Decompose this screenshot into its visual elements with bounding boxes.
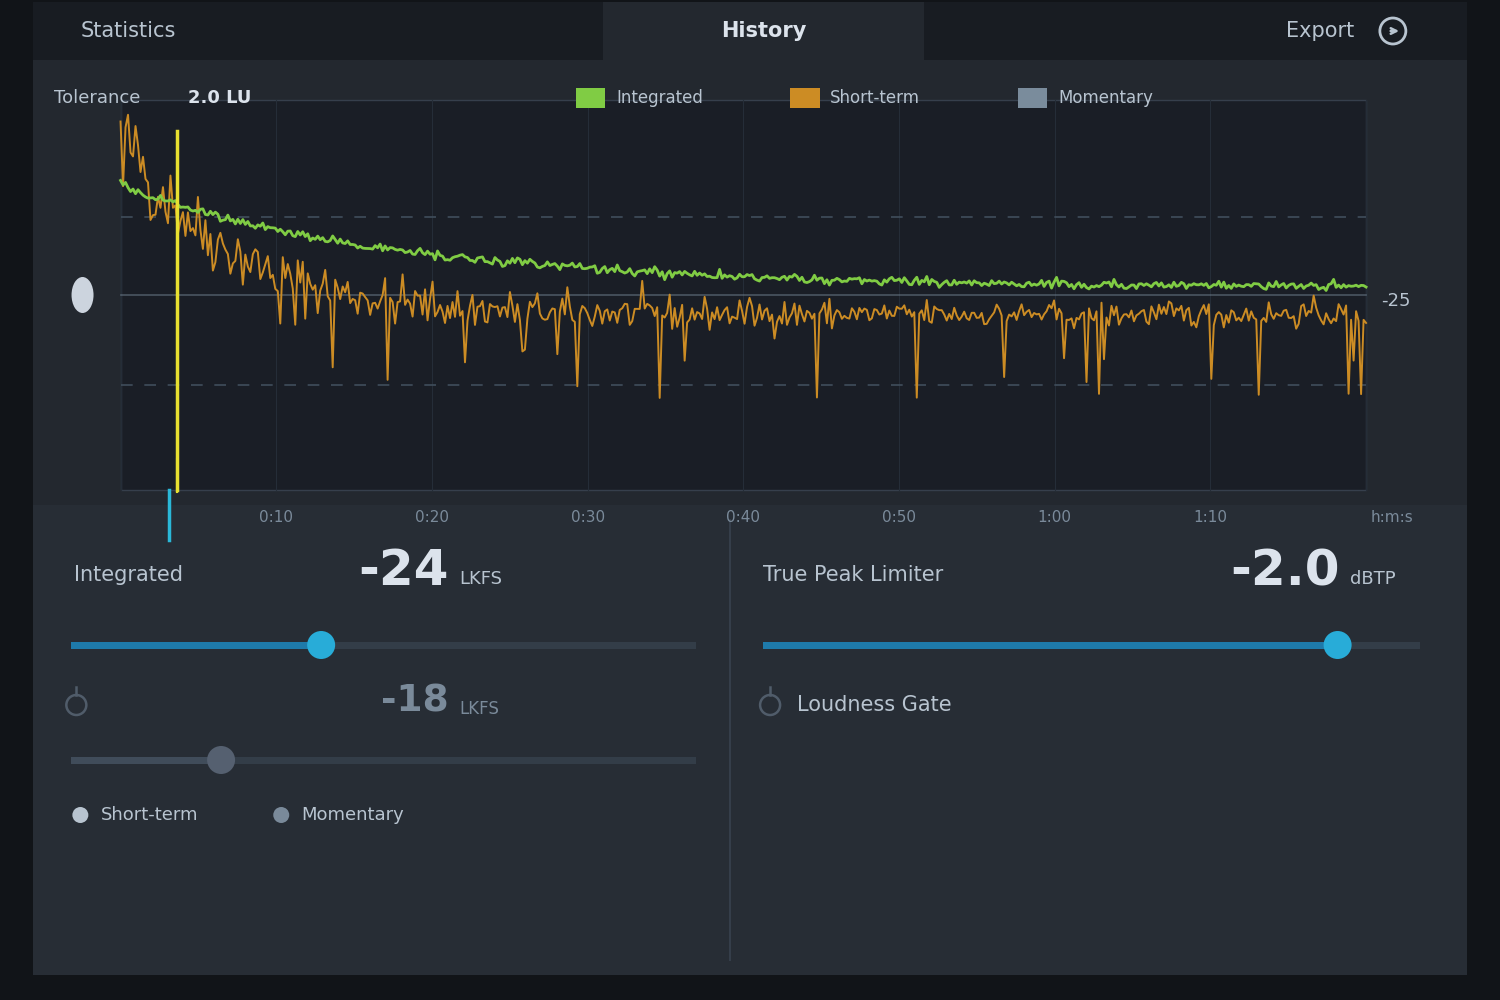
- Circle shape: [1323, 631, 1352, 659]
- Text: -2.0: -2.0: [1230, 547, 1340, 595]
- Text: True Peak Limiter: True Peak Limiter: [764, 565, 944, 585]
- Text: Statistics: Statistics: [81, 21, 176, 41]
- Bar: [33, 505, 1467, 975]
- Text: 2.0 LU: 2.0 LU: [188, 89, 250, 107]
- Circle shape: [72, 807, 88, 823]
- Text: Momentary: Momentary: [302, 806, 404, 824]
- Text: -25: -25: [1382, 292, 1410, 310]
- Text: LKFS: LKFS: [459, 700, 500, 718]
- Bar: [70, 642, 696, 649]
- Text: Momentary: Momentary: [1058, 89, 1154, 107]
- Text: 0:10: 0:10: [260, 510, 292, 526]
- Bar: [1019, 88, 1047, 108]
- Bar: [576, 88, 606, 108]
- Bar: [764, 642, 1338, 649]
- Circle shape: [207, 746, 236, 774]
- Text: 0:40: 0:40: [726, 510, 760, 526]
- Text: -24: -24: [358, 547, 448, 595]
- Text: 0:50: 0:50: [882, 510, 916, 526]
- Bar: [120, 100, 1366, 490]
- Text: dBTP: dBTP: [1350, 570, 1395, 588]
- Circle shape: [308, 631, 334, 659]
- Text: Tolerance: Tolerance: [54, 89, 140, 107]
- Ellipse shape: [72, 277, 93, 313]
- Bar: [764, 642, 1419, 649]
- Bar: [70, 642, 321, 649]
- Text: Short-term: Short-term: [831, 89, 921, 107]
- Text: -18: -18: [381, 684, 448, 720]
- Text: History: History: [720, 21, 806, 41]
- Circle shape: [273, 807, 290, 823]
- Text: Integrated: Integrated: [616, 89, 704, 107]
- Text: 1:00: 1:00: [1038, 510, 1071, 526]
- Text: Short-term: Short-term: [100, 806, 198, 824]
- Text: Export: Export: [1286, 21, 1354, 41]
- Bar: [603, 2, 924, 60]
- Bar: [70, 757, 696, 764]
- Text: 0:20: 0:20: [416, 510, 448, 526]
- Bar: [33, 2, 1467, 60]
- Bar: [790, 88, 819, 108]
- Text: Loudness Gate: Loudness Gate: [796, 695, 951, 715]
- Text: LKFS: LKFS: [459, 570, 503, 588]
- Bar: [33, 2, 489, 60]
- Text: h:m:s: h:m:s: [1371, 510, 1414, 526]
- Text: Integrated: Integrated: [74, 565, 183, 585]
- Text: 0:30: 0:30: [570, 510, 604, 526]
- Bar: [33, 60, 1467, 505]
- Text: 1:10: 1:10: [1194, 510, 1227, 526]
- Bar: [70, 757, 220, 764]
